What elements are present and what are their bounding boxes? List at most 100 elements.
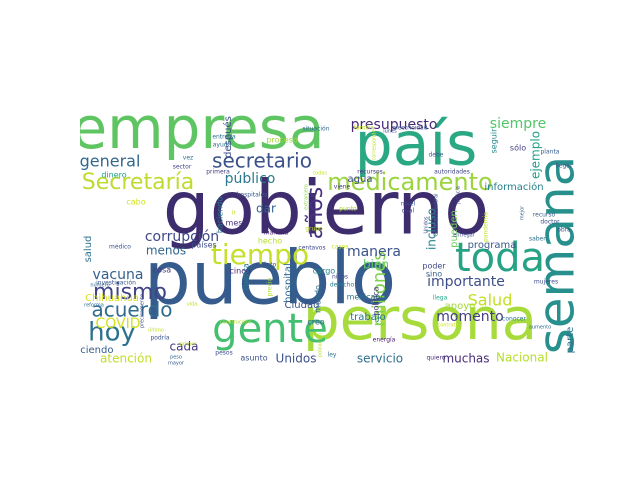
word-corrupcion: corrupción — [145, 229, 219, 245]
word-trabajo: trabajo — [350, 312, 386, 323]
word-covid: COVID — [95, 316, 140, 332]
word-primera: primera — [206, 169, 230, 176]
word-obra: obra — [557, 227, 571, 234]
word-recurso: recurso — [533, 212, 556, 219]
word-comision-federal: Comisión Federal — [433, 193, 440, 236]
word-investigacion: investigación — [96, 280, 136, 287]
word-millones: millones — [369, 251, 390, 326]
word-cabo: cabo — [126, 198, 145, 207]
word-manana: mañana — [264, 230, 289, 237]
word-presupuesto: presupuesto — [351, 117, 438, 133]
word-servicio: servicio — [357, 352, 403, 366]
word-parte: parte — [565, 327, 576, 354]
word-viene: viene — [334, 184, 351, 191]
word-asunto: asunto — [240, 354, 267, 363]
word-cloud-canvas: gobierno pueblo país empresa persona sem… — [80, 115, 577, 366]
word-ejemplo: ejemplo — [529, 131, 543, 179]
word-ultimo: último — [148, 327, 164, 334]
word-conocer: conocer — [502, 316, 526, 323]
word-grupo: grupo — [305, 226, 323, 233]
word-hecho: hecho — [258, 237, 282, 246]
word-autoridades: autoridades — [434, 169, 470, 176]
word-medico: médico — [109, 244, 131, 251]
word-derecho: derecho — [330, 282, 355, 289]
word-construccion: construcción — [220, 319, 252, 326]
word-pandemia: pandemia — [483, 212, 490, 242]
word-seguir: seguir — [490, 128, 499, 153]
word-cuenta: cuenta — [242, 263, 251, 291]
word-mexicano: mexicano — [347, 293, 386, 302]
word-politica: política — [372, 286, 381, 315]
word-vez: vez — [183, 155, 193, 162]
word-pesos: pesos — [215, 350, 232, 357]
word-nacional: Nacional — [496, 351, 548, 365]
word-ciudad: Ciudad — [285, 300, 320, 311]
word-numero: número — [90, 282, 109, 289]
word-contrato: contrato — [437, 323, 458, 329]
word-llegar: llegar — [556, 163, 574, 170]
word-atencion: atención — [100, 352, 152, 366]
word-cual: cual — [402, 208, 415, 215]
word-hoy: hoy — [88, 318, 136, 348]
word-paises: países — [191, 241, 216, 250]
word-pais: país — [355, 115, 478, 180]
word-mujeres: mujeres — [534, 279, 558, 286]
word-hospitales: hospitales — [237, 192, 268, 199]
word-tiempo: tiempo — [211, 238, 309, 271]
word-siempre: siempre — [490, 116, 546, 132]
word-muchas: muchas — [442, 352, 489, 366]
word-precio: precio — [267, 277, 274, 296]
word-recursos: recursos — [357, 169, 383, 176]
word-mayor: mayor — [168, 361, 185, 367]
word-ley: ley — [328, 352, 337, 359]
word-secretaria: Secretaría — [82, 170, 194, 195]
word-apoyo: apoyo — [445, 301, 476, 312]
word-primer: primer — [180, 342, 198, 348]
word-centavos: centavos — [298, 245, 325, 252]
word-despues: después — [222, 116, 234, 158]
word-entregar: entregar — [453, 233, 475, 239]
word-acuerdo: acuerdo — [91, 298, 172, 322]
word-precisamente: precisamente — [140, 294, 146, 328]
word-general: general — [80, 152, 140, 171]
word-programa: programa — [468, 240, 517, 251]
word-doctor: doctor — [540, 219, 560, 226]
word-toda: toda — [455, 235, 545, 281]
word-punto: punto — [339, 206, 357, 213]
word-lunes: lunes — [383, 129, 397, 135]
word-haciendo: haciendo — [216, 197, 225, 234]
word-medicamento: medicamento — [327, 168, 492, 196]
word-debe: debe — [429, 152, 444, 159]
word-dar: dar — [256, 202, 276, 216]
word-incluso: incluso — [425, 208, 439, 250]
word-bien: bien — [363, 258, 389, 272]
word-proceso: proceso — [266, 136, 298, 145]
word-secretario: secretario — [212, 149, 312, 173]
word-manera: manera — [347, 244, 401, 260]
word-publico: público — [225, 171, 276, 187]
word-ninos: niños — [332, 274, 348, 281]
word-llega: llega — [433, 295, 448, 302]
word-gente: gente — [212, 306, 328, 352]
word-energia: energía — [373, 337, 396, 344]
word-informacion: información — [484, 181, 543, 193]
word-familia: familia — [354, 125, 375, 132]
word-poder: poder — [422, 262, 446, 271]
word-corresponde: corresponde — [372, 129, 378, 160]
word-mismo: mismo — [93, 280, 167, 305]
word-mes: mes — [226, 219, 243, 228]
word-mundo: mundo — [314, 285, 323, 313]
word-importante: importante — [427, 274, 505, 290]
word-electricidad: electricidad — [392, 125, 427, 132]
word-nivel: nivel — [401, 201, 416, 208]
word-sector: sector — [173, 164, 192, 171]
word-peso: peso — [170, 355, 182, 361]
word-chihuahua: Chihuahua — [85, 293, 139, 304]
word-cosa: cosa — [153, 266, 171, 275]
word-aumento: aumento — [529, 325, 551, 331]
word-salud: Salud — [468, 291, 513, 310]
word-sino: sino — [426, 270, 442, 279]
word-menos: menos — [146, 244, 186, 258]
word-hospital: hospital — [283, 263, 294, 303]
word-empresa: empresa — [80, 115, 325, 162]
